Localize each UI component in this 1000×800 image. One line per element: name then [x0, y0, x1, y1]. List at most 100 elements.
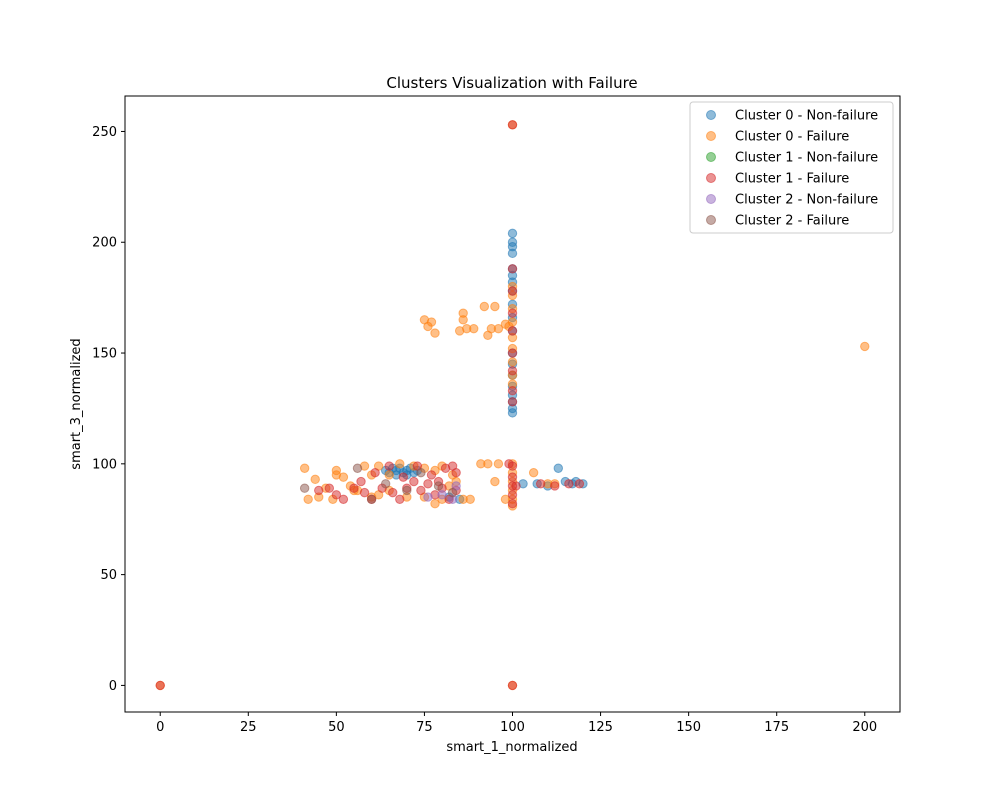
x-tick-label-0: 0 — [156, 720, 164, 735]
legend-marker-4 — [706, 194, 716, 204]
y-tick-label-5: 250 — [92, 125, 117, 140]
point-s3-9 — [507, 386, 518, 396]
point-s3-4 — [507, 286, 518, 296]
point-s4-1 — [437, 490, 447, 500]
point-s1-3 — [860, 341, 870, 352]
legend-label-2: Cluster 1 - Non-failure — [735, 151, 878, 166]
point-s3-22 — [409, 476, 419, 487]
point-s3-33 — [384, 461, 394, 471]
point-s5-5 — [416, 467, 426, 478]
legend-label-5: Cluster 2 - Failure — [735, 214, 849, 229]
point-s1-66 — [430, 499, 440, 509]
point-s1-54 — [490, 476, 500, 487]
point-s5-0 — [299, 483, 310, 493]
point-s0-18 — [507, 408, 518, 418]
point-s3-40 — [507, 472, 518, 482]
legend-marker-2 — [706, 152, 716, 162]
y-axis-title: smart_3_normalized — [69, 338, 84, 469]
points-layer — [155, 120, 870, 691]
point-s0-0 — [507, 228, 518, 239]
point-s3-14 — [338, 494, 349, 504]
point-s1-55 — [493, 459, 504, 469]
point-s1-7 — [430, 328, 440, 338]
x-tick-label-6: 150 — [676, 720, 701, 735]
point-s1-53 — [483, 459, 493, 469]
point-s3-6 — [507, 326, 518, 336]
series-4 — [423, 481, 461, 504]
point-s5-3 — [380, 479, 391, 489]
point-s3-43 — [507, 499, 518, 509]
legend-marker-3 — [706, 173, 716, 183]
point-s0-34 — [553, 463, 563, 473]
point-s3-46 — [535, 479, 546, 489]
point-s1-12 — [469, 323, 479, 334]
point-s4-0 — [423, 492, 433, 502]
point-s3-0 — [155, 680, 165, 691]
x-axis-title: smart_1_normalized — [446, 740, 577, 755]
legend-box — [689, 101, 894, 234]
legend-marker-5 — [706, 215, 716, 225]
point-s3-49 — [574, 479, 585, 489]
point-s1-29 — [299, 463, 310, 473]
point-s3-3 — [507, 264, 518, 274]
point-s1-31 — [310, 474, 320, 485]
point-s3-11 — [314, 485, 324, 496]
point-s1-13 — [479, 301, 490, 312]
point-s3-1 — [507, 680, 518, 691]
point-s5-7 — [447, 487, 458, 498]
point-s3-19 — [388, 487, 398, 498]
y-tick-label-4: 200 — [92, 236, 117, 251]
point-s3-45 — [511, 481, 521, 491]
y-tick-label-0: 0 — [109, 679, 117, 694]
point-s5-1 — [352, 463, 363, 473]
point-s5-2 — [366, 494, 377, 504]
y-tick-label-1: 50 — [100, 568, 117, 583]
point-s3-37 — [440, 463, 451, 473]
point-s1-43 — [384, 470, 394, 480]
point-s3-16 — [359, 487, 370, 498]
point-s3-34 — [398, 472, 408, 482]
point-s1-37 — [338, 472, 349, 482]
point-s1-17 — [493, 323, 504, 334]
point-s1-16 — [490, 301, 500, 312]
point-s0-3 — [507, 248, 518, 259]
series-5 — [299, 463, 458, 504]
legend-marker-1 — [706, 131, 716, 141]
point-s3-20 — [395, 494, 405, 504]
point-s3-8 — [507, 366, 518, 376]
point-s3-42 — [507, 490, 518, 500]
x-tick-label-4: 100 — [500, 720, 525, 735]
chart-title: Clusters Visualization with Failure — [386, 74, 637, 92]
point-s3-13 — [331, 490, 342, 500]
point-s1-26 — [507, 357, 518, 367]
point-s5-6 — [433, 481, 444, 491]
point-s1-44 — [395, 459, 405, 469]
legend-label-1: Cluster 0 - Failure — [735, 130, 849, 145]
point-s3-47 — [550, 481, 560, 491]
y-tick-label-2: 100 — [92, 457, 117, 472]
point-s3-7 — [507, 348, 518, 358]
point-s1-23 — [507, 317, 518, 327]
y-axis-ticks: 0 50 100 150 200 250 — [92, 125, 125, 694]
x-tick-label-7: 175 — [764, 720, 789, 735]
point-s3-36 — [426, 470, 437, 480]
point-s3-31 — [356, 476, 366, 487]
legend-label-0: Cluster 0 - Non-failure — [735, 109, 878, 124]
x-tick-label-5: 125 — [588, 720, 613, 735]
y-tick-label-3: 150 — [92, 347, 117, 362]
legend-label-4: Cluster 2 - Non-failure — [735, 193, 878, 208]
x-tick-label-2: 50 — [328, 720, 345, 735]
point-s3-48 — [564, 479, 574, 489]
series-3 — [155, 120, 585, 691]
point-s3-12 — [324, 483, 335, 493]
legend-label-3: Cluster 1 - Failure — [735, 172, 849, 187]
point-s1-51 — [465, 494, 475, 504]
point-s3-32 — [370, 467, 380, 478]
point-s1-6 — [426, 317, 437, 327]
point-s1-10 — [458, 315, 468, 325]
point-s5-4 — [402, 485, 412, 496]
point-s3-10 — [507, 397, 518, 407]
point-s3-23 — [416, 485, 426, 496]
point-s3-44 — [504, 459, 514, 469]
